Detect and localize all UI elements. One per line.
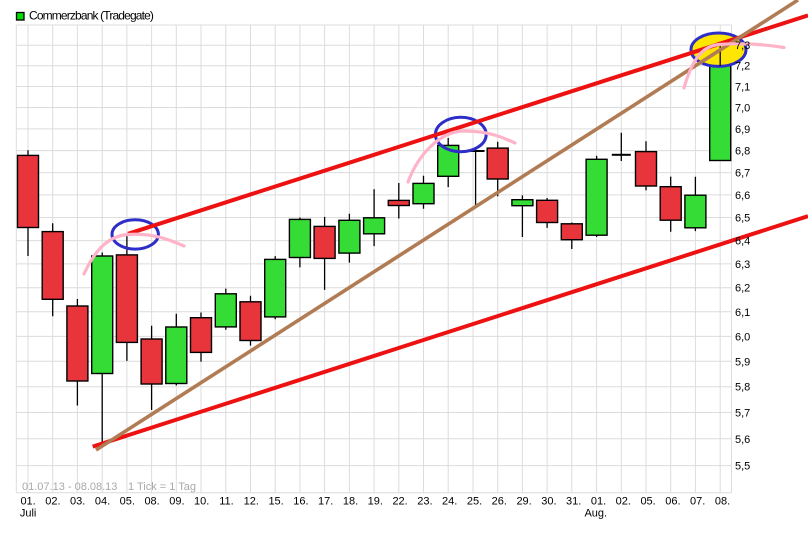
svg-text:6,3: 6,3	[735, 259, 750, 271]
svg-text:24.: 24.	[442, 496, 457, 508]
svg-text:17.: 17.	[318, 496, 333, 508]
svg-text:25.: 25.	[467, 496, 482, 508]
svg-text:7,3: 7,3	[735, 40, 750, 52]
svg-text:18.: 18.	[343, 496, 358, 508]
svg-text:19.: 19.	[368, 496, 383, 508]
svg-text:6,7: 6,7	[735, 168, 750, 180]
svg-text:02.: 02.	[45, 496, 60, 508]
svg-text:26.: 26.	[492, 496, 507, 508]
svg-text:Commerzbank (Tradegate): Commerzbank (Tradegate)	[29, 9, 154, 23]
svg-text:23.: 23.	[417, 496, 432, 508]
svg-text:5,6: 5,6	[735, 434, 750, 446]
svg-text:6,2: 6,2	[735, 283, 750, 295]
svg-text:Aug.: Aug.	[584, 508, 607, 520]
svg-text:5,9: 5,9	[735, 356, 750, 368]
svg-text:1 Tick = 1 Tag: 1 Tick = 1 Tag	[128, 481, 196, 493]
svg-text:7,2: 7,2	[735, 61, 750, 73]
svg-text:10.: 10.	[194, 496, 209, 508]
svg-text:02.: 02.	[616, 496, 631, 508]
svg-text:08.: 08.	[144, 496, 159, 508]
svg-text:6,6: 6,6	[735, 190, 750, 202]
svg-text:6,9: 6,9	[735, 124, 750, 136]
svg-text:6,5: 6,5	[735, 213, 750, 225]
svg-text:16.: 16.	[293, 496, 308, 508]
svg-text:05.: 05.	[640, 496, 655, 508]
svg-text:05.: 05.	[120, 496, 135, 508]
svg-text:22.: 22.	[392, 496, 407, 508]
svg-text:01.07.13 - 08.08.13: 01.07.13 - 08.08.13	[22, 481, 117, 493]
svg-text:09.: 09.	[169, 496, 184, 508]
svg-text:08.: 08.	[715, 496, 730, 508]
svg-text:06.: 06.	[665, 496, 680, 508]
svg-text:11.: 11.	[219, 496, 233, 508]
svg-text:01.: 01.	[20, 496, 35, 508]
svg-text:7,1: 7,1	[735, 82, 750, 94]
svg-text:5,7: 5,7	[735, 408, 750, 420]
svg-text:01.: 01.	[591, 496, 606, 508]
svg-text:15.: 15.	[268, 496, 283, 508]
svg-text:6,1: 6,1	[735, 307, 750, 319]
svg-text:5,8: 5,8	[735, 382, 750, 394]
svg-text:03.: 03.	[70, 496, 85, 508]
svg-text:6,4: 6,4	[735, 236, 750, 248]
svg-text:6,8: 6,8	[735, 146, 750, 158]
svg-text:Juli: Juli	[20, 508, 37, 520]
svg-text:7,0: 7,0	[735, 103, 750, 115]
svg-text:12.: 12.	[244, 496, 259, 508]
svg-text:04.: 04.	[95, 496, 110, 508]
svg-text:29.: 29.	[516, 496, 531, 508]
svg-text:07.: 07.	[690, 496, 705, 508]
svg-text:6,0: 6,0	[735, 331, 750, 343]
svg-text:5,5: 5,5	[735, 461, 750, 473]
svg-text:31.: 31.	[566, 496, 581, 508]
svg-text:30.: 30.	[541, 496, 556, 508]
